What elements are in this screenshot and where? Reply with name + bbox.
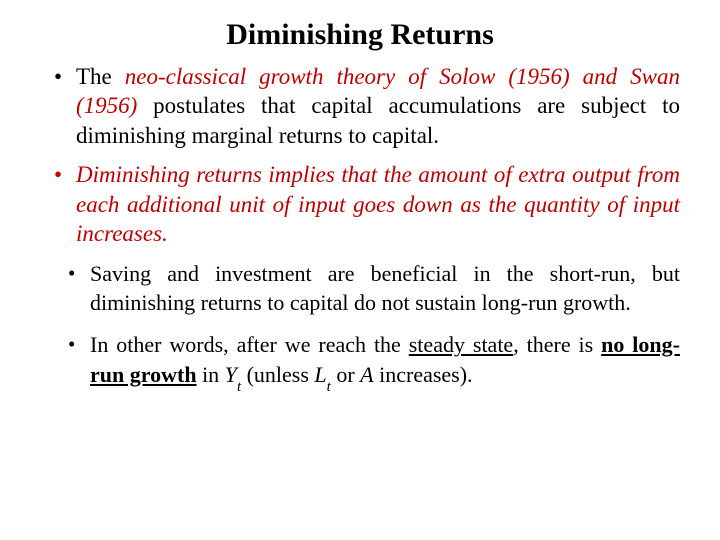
b4-mid2: in: [197, 362, 225, 387]
b4-L: L: [314, 362, 326, 387]
b4-Y: Y: [225, 362, 237, 387]
b4-Yt: t: [237, 379, 241, 395]
b4-steady: steady state: [409, 332, 513, 357]
b4-Lt: t: [327, 379, 331, 395]
b4-mid4: or: [331, 362, 360, 387]
bullet-list-inner: Saving and investment are beneficial in …: [40, 259, 680, 394]
b1-pre: The: [76, 64, 125, 89]
b4-mid1: , there is: [513, 332, 601, 357]
bullet-1: The neo-classical growth theory of Solow…: [76, 62, 680, 150]
b4-mid3: (unless: [241, 362, 314, 387]
b4-A: A: [360, 362, 373, 387]
bullet-3: Saving and investment are beneficial in …: [90, 259, 680, 318]
b3-text: Saving and investment are beneficial in …: [90, 261, 680, 316]
b2-text: Diminishing returns implies that the amo…: [76, 162, 680, 246]
bullet-list-outer: The neo-classical growth theory of Solow…: [40, 62, 680, 249]
bullet-2: Diminishing returns implies that the amo…: [76, 160, 680, 248]
b4-end: increases).: [374, 362, 473, 387]
slide: Diminishing Returns The neo-classical gr…: [0, 0, 720, 425]
b1-post: postulates that capital accumulations ar…: [76, 93, 680, 147]
b4-pre: In other words, after we reach the: [90, 332, 409, 357]
slide-title: Diminishing Returns: [40, 18, 680, 52]
bullet-4: In other words, after we reach the stead…: [90, 330, 680, 393]
